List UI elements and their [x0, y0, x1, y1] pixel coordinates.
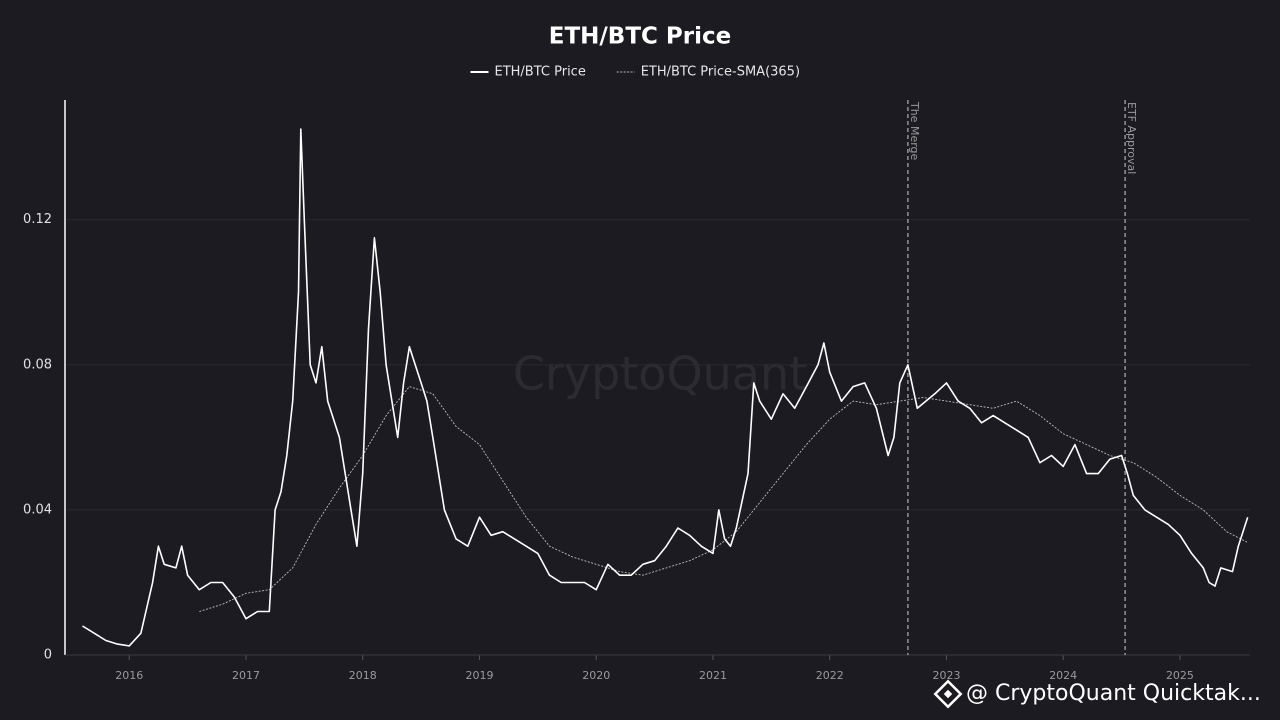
x-tick-label: 2019 [465, 669, 493, 682]
event-label: The Merge [908, 101, 921, 161]
legend-label: ETH/BTC Price [495, 65, 586, 80]
x-tick-label: 2022 [816, 669, 844, 682]
series-line [199, 386, 1248, 612]
event-label: ETF Approval [1125, 102, 1138, 174]
legend-label: ETH/BTC Price-SMA(365) [641, 65, 800, 80]
footer-text: @ CryptoQuant Quicktak... [966, 681, 1261, 706]
x-tick-label: 2023 [932, 669, 960, 682]
x-tick-label: 2024 [1049, 669, 1077, 682]
x-tick-label: 2017 [232, 669, 260, 682]
legend-item: ETH/BTC Price [470, 65, 586, 80]
y-tick-label: 0.04 [23, 502, 52, 517]
chart-title: ETH/BTC Price [549, 24, 731, 50]
legend-item: ETH/BTC Price-SMA(365) [616, 65, 800, 80]
x-tick-label: 2020 [582, 669, 610, 682]
x-tick-label: 2016 [115, 669, 143, 682]
y-tick-label: 0 [44, 648, 52, 663]
x-tick-label: 2021 [699, 669, 727, 682]
watermark: CryptoQuant [513, 347, 807, 401]
series-line [82, 128, 1249, 647]
x-tick-label: 2025 [1166, 669, 1194, 682]
y-tick-label: 0.12 [23, 212, 52, 227]
footer-logo [933, 679, 963, 709]
x-tick-label: 2018 [349, 669, 377, 682]
y-tick-label: 0.08 [23, 357, 52, 372]
